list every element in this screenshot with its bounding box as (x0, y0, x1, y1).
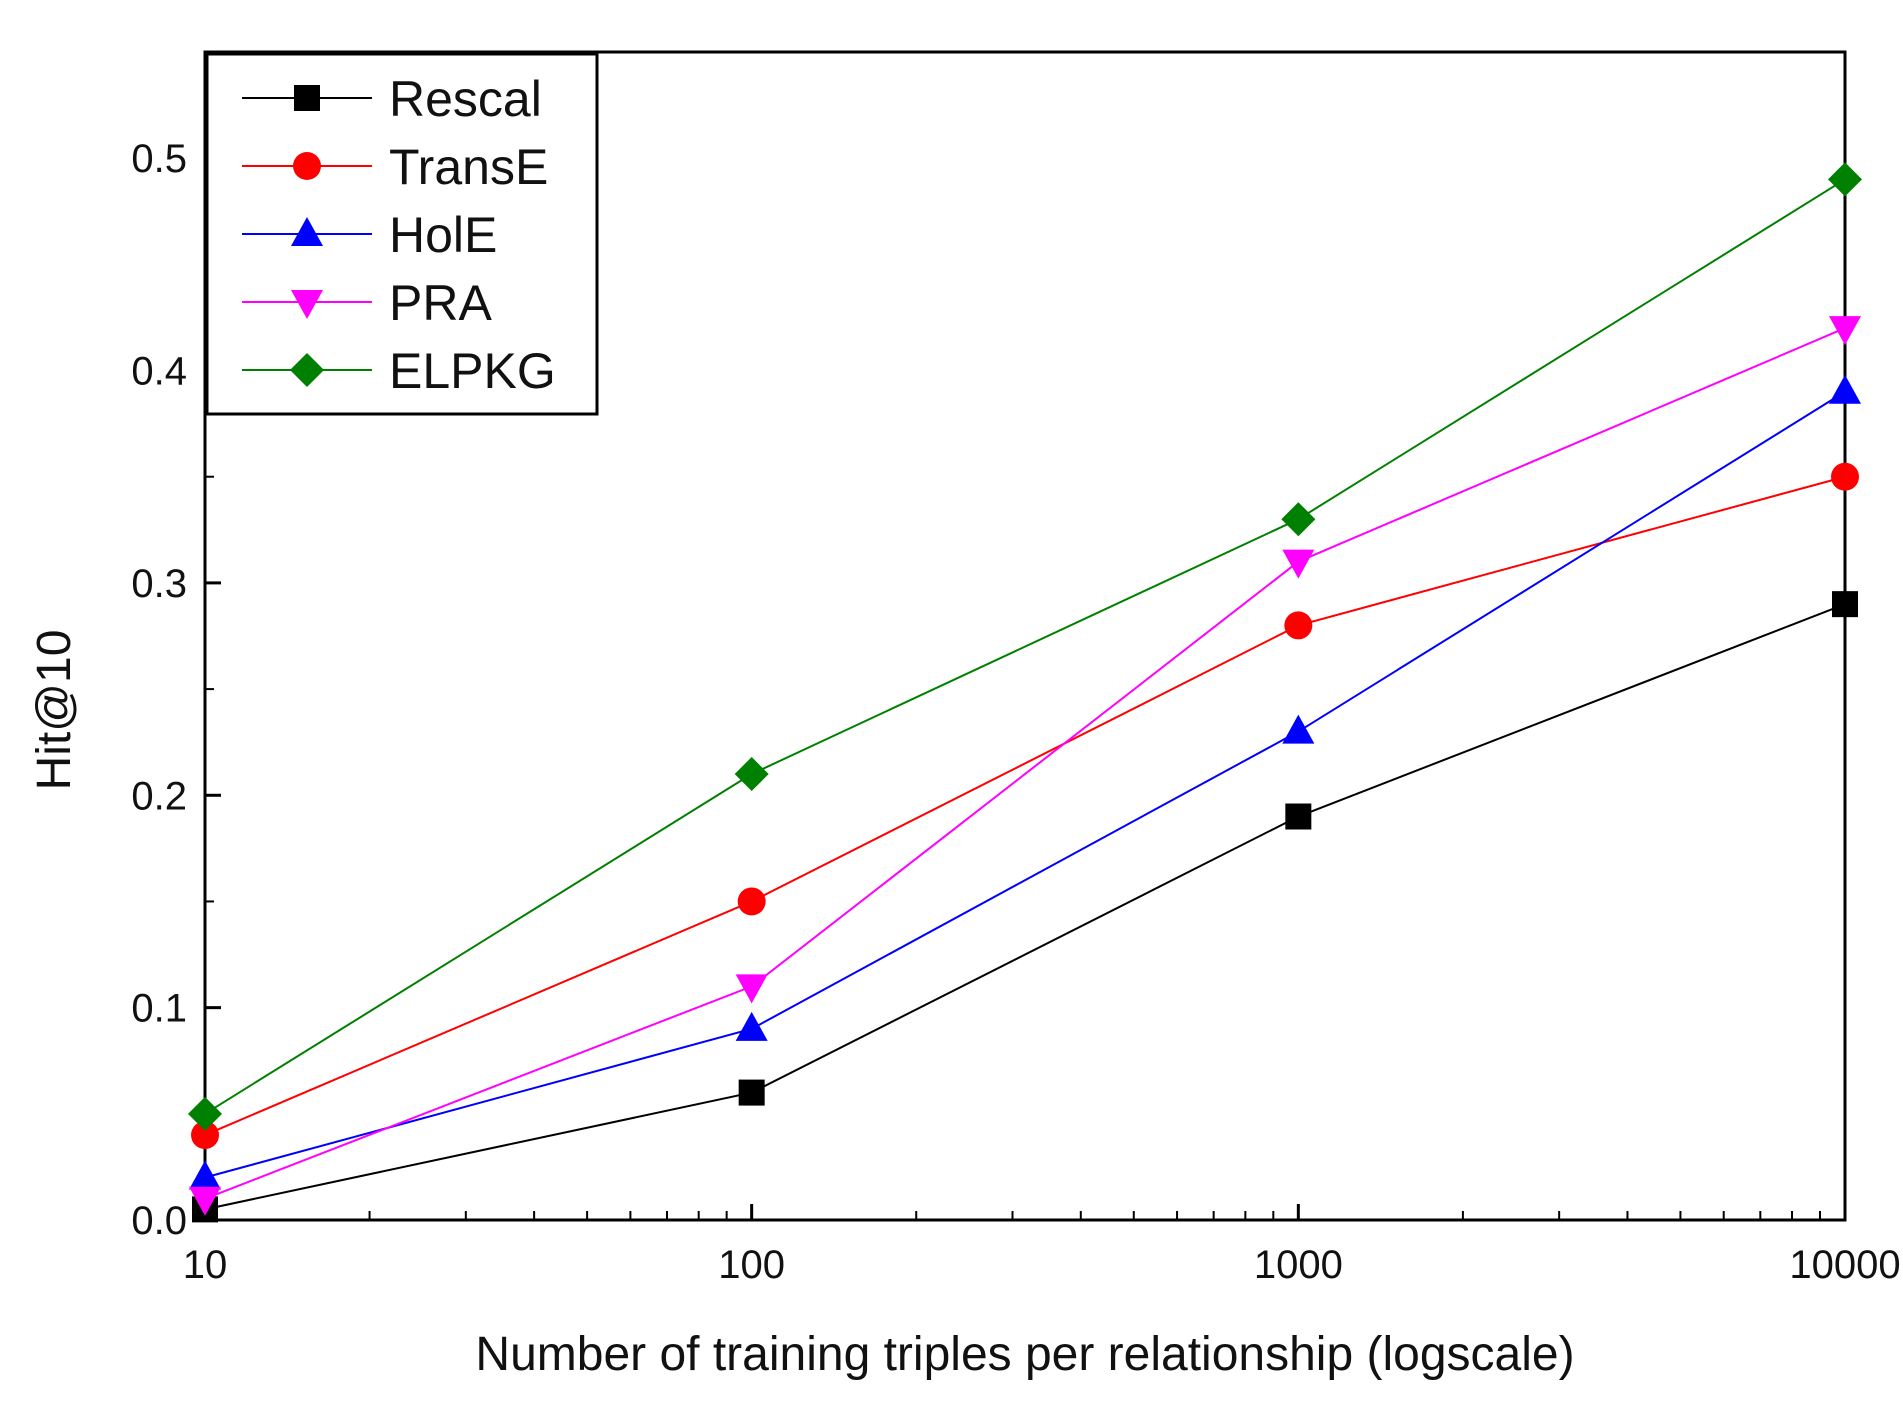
data-point-pra (1829, 316, 1861, 346)
series-line-elpkg (204, 178, 1846, 1115)
legend-marker-hole (291, 217, 323, 246)
plot-frame (203, 50, 1847, 1222)
legend-label-elpkg: ELPKG (389, 343, 556, 399)
y-tick-label: 0.1 (131, 987, 187, 1031)
data-point-transe (737, 887, 766, 916)
series-pra (189, 316, 1861, 1216)
legend: Rescal TransE HolE PRA ELPKG (205, 52, 599, 416)
legend-marker-transe (293, 152, 321, 180)
data-point-hole (735, 1011, 768, 1041)
y-tick-label: 0.3 (131, 562, 187, 606)
series-hole (189, 374, 1861, 1190)
data-point-hole (1282, 714, 1315, 744)
data-point-rescal (1285, 803, 1312, 830)
data-point-pra (735, 974, 768, 1004)
series-line-rescal (204, 603, 1846, 1211)
data-point-pra (189, 1186, 221, 1216)
y-tick-label: 0.2 (131, 774, 187, 818)
data-point-elpkg (734, 757, 769, 792)
legend-label-pra: PRA (389, 275, 492, 331)
series-rescal (192, 591, 1858, 1223)
y-axis: 0.0 0.1 0.2 0.3 0.4 0.5 (131, 51, 221, 1243)
data-point-transe (1284, 611, 1313, 640)
legend-marker-rescal (294, 85, 320, 111)
series-transe (191, 462, 1859, 1150)
data-point-rescal (1832, 591, 1858, 618)
x-tick-label: 100 (718, 1243, 785, 1287)
x-tick-label: 10 (183, 1243, 228, 1287)
data-point-elpkg (188, 1096, 222, 1131)
data-point-transe (1831, 462, 1859, 491)
series-line-hole (204, 390, 1846, 1179)
series-line-transe (204, 475, 1846, 1136)
x-axis: 10 100 1000 10000 (183, 1204, 1901, 1287)
series-layer (188, 162, 1862, 1223)
data-point-rescal (738, 1079, 765, 1106)
y-axis-title: Hit@10 (28, 630, 81, 791)
data-point-hole (1829, 374, 1861, 404)
legend-label-rescal: Rescal (389, 71, 542, 127)
y-tick-label: 0.5 (131, 137, 187, 181)
data-point-elpkg (1828, 162, 1862, 197)
legend-marker-elpkg (290, 353, 324, 387)
series-elpkg (188, 162, 1862, 1131)
x-axis-title: Number of training triples per relations… (475, 1328, 1574, 1381)
legend-label-transe: TransE (389, 139, 548, 195)
x-tick-label: 1000 (1254, 1243, 1343, 1287)
data-point-hole (189, 1160, 221, 1190)
data-point-elpkg (1281, 502, 1316, 537)
legend-label-hole: HolE (389, 207, 497, 263)
y-tick-label: 0.0 (131, 1199, 187, 1243)
plot-border (203, 50, 1847, 1222)
series-line-pra (204, 327, 1846, 1200)
data-point-transe (191, 1121, 219, 1150)
legend-marker-pra (291, 290, 323, 319)
y-tick-label: 0.4 (131, 350, 187, 394)
x-tick-label: 10000 (1789, 1243, 1900, 1287)
data-point-pra (1282, 549, 1315, 579)
